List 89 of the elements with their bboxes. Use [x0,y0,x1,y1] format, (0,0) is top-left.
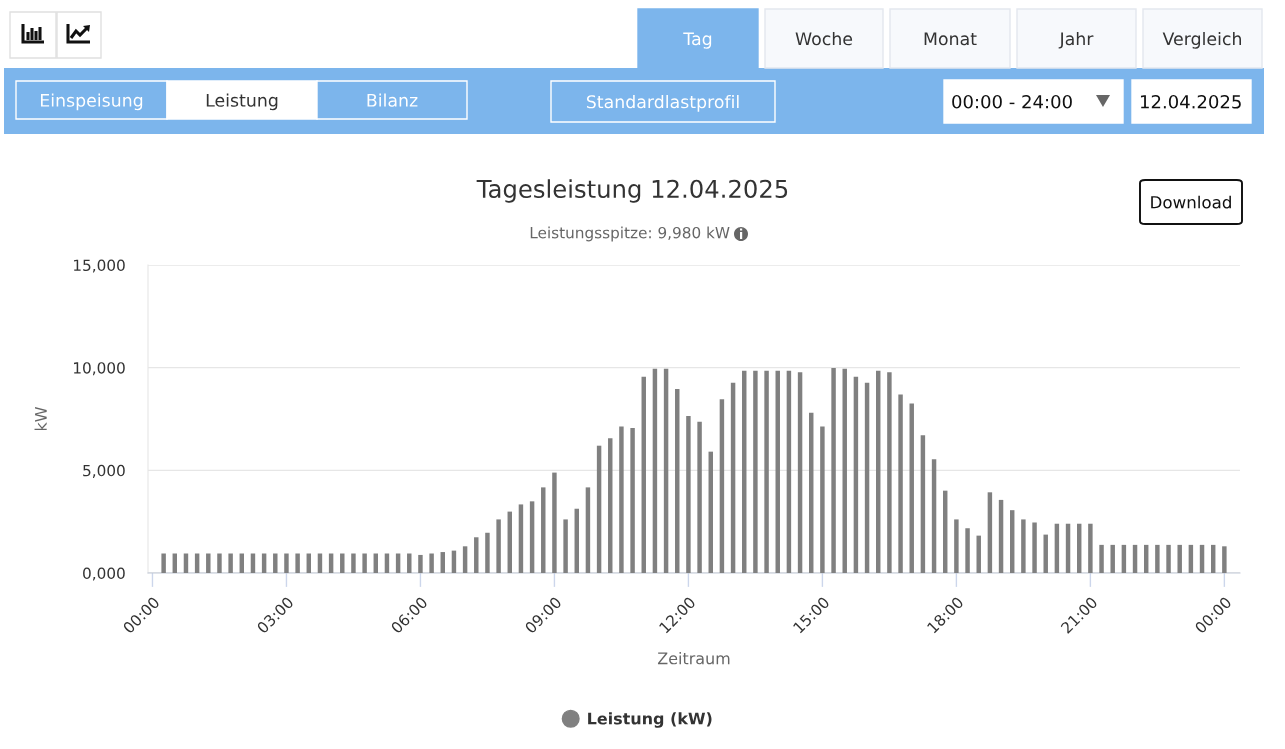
bar [1021,519,1026,573]
bar [496,519,501,573]
bar [797,372,803,573]
y-tick-label: 10,000 [74,362,125,376]
text: Download [1151,195,1231,209]
bar [1155,544,1160,573]
chart-subtitle: Leistungsspitze: 9,980 kW [530,226,730,242]
bar [239,553,245,573]
bar [563,519,568,573]
bar [887,372,892,573]
bar [328,553,334,573]
y-axis-title: kW [34,407,47,431]
bar [965,528,970,573]
bar [541,487,546,573]
bar [228,553,233,573]
bar [518,504,524,573]
text: 00:00 - 24:00 [952,94,1072,109]
bar [273,553,278,573]
bar [384,553,390,573]
bar [418,554,423,573]
bar [552,472,557,573]
bar [753,370,758,573]
bar [206,553,211,573]
chart-title: Tagesleistung 12.04.2025 [476,179,788,203]
bar [1009,510,1015,573]
bar [429,553,434,573]
bar [719,399,725,573]
y-tick-label: 15,000 [74,259,125,273]
bar [407,553,412,573]
bar [920,435,926,573]
bar [362,553,367,573]
text: Monat [924,32,977,46]
bar [820,426,825,573]
bar [976,535,981,573]
bar [529,501,535,573]
bar [1110,544,1115,573]
bar [373,553,379,573]
x-axis-title: Zeitraum [657,652,730,665]
bar [340,553,345,573]
bar [485,532,490,573]
bar [172,553,178,573]
bar [1166,544,1171,573]
bar [306,553,312,573]
bar [954,519,959,573]
bar [474,537,479,573]
bar [608,438,613,573]
bar [987,492,993,573]
text: Vergleich [1162,31,1241,49]
text: 12.04.2025 [1140,94,1241,109]
bar [675,389,680,573]
bar [1099,544,1104,573]
bar [585,487,591,573]
bar [183,553,189,573]
bar [1088,523,1093,573]
bar [998,499,1004,573]
text: Jahr [1058,31,1094,49]
text: Bilanz [367,93,418,107]
bar [1222,546,1227,573]
bar [686,415,691,573]
bar [194,553,200,573]
bar [1177,544,1182,573]
text: Tag [683,32,712,49]
bar [161,553,166,573]
bar [395,553,401,573]
bar [317,553,323,573]
bar [898,394,903,573]
text: Einspeisung [40,93,143,111]
bar [1032,522,1037,573]
bar [250,553,256,573]
text: Standardlastprofil [586,94,739,112]
bar [351,553,356,573]
bar [217,553,222,573]
bar [931,459,937,573]
bar [764,370,769,573]
legend-label: Leistung (kW) [588,712,712,728]
bar [619,426,624,573]
bar [462,546,468,573]
text: Leistung [206,93,278,111]
bar [295,553,300,573]
bar [1043,534,1048,573]
bar [831,368,836,573]
bar [261,553,267,573]
bar [909,403,914,573]
bar [284,553,289,573]
y-tick-label: 0,000 [83,567,125,581]
text: Woche [795,31,853,46]
bar [697,421,702,573]
y-tick-label: 5,000 [83,464,125,478]
bar [630,428,635,573]
